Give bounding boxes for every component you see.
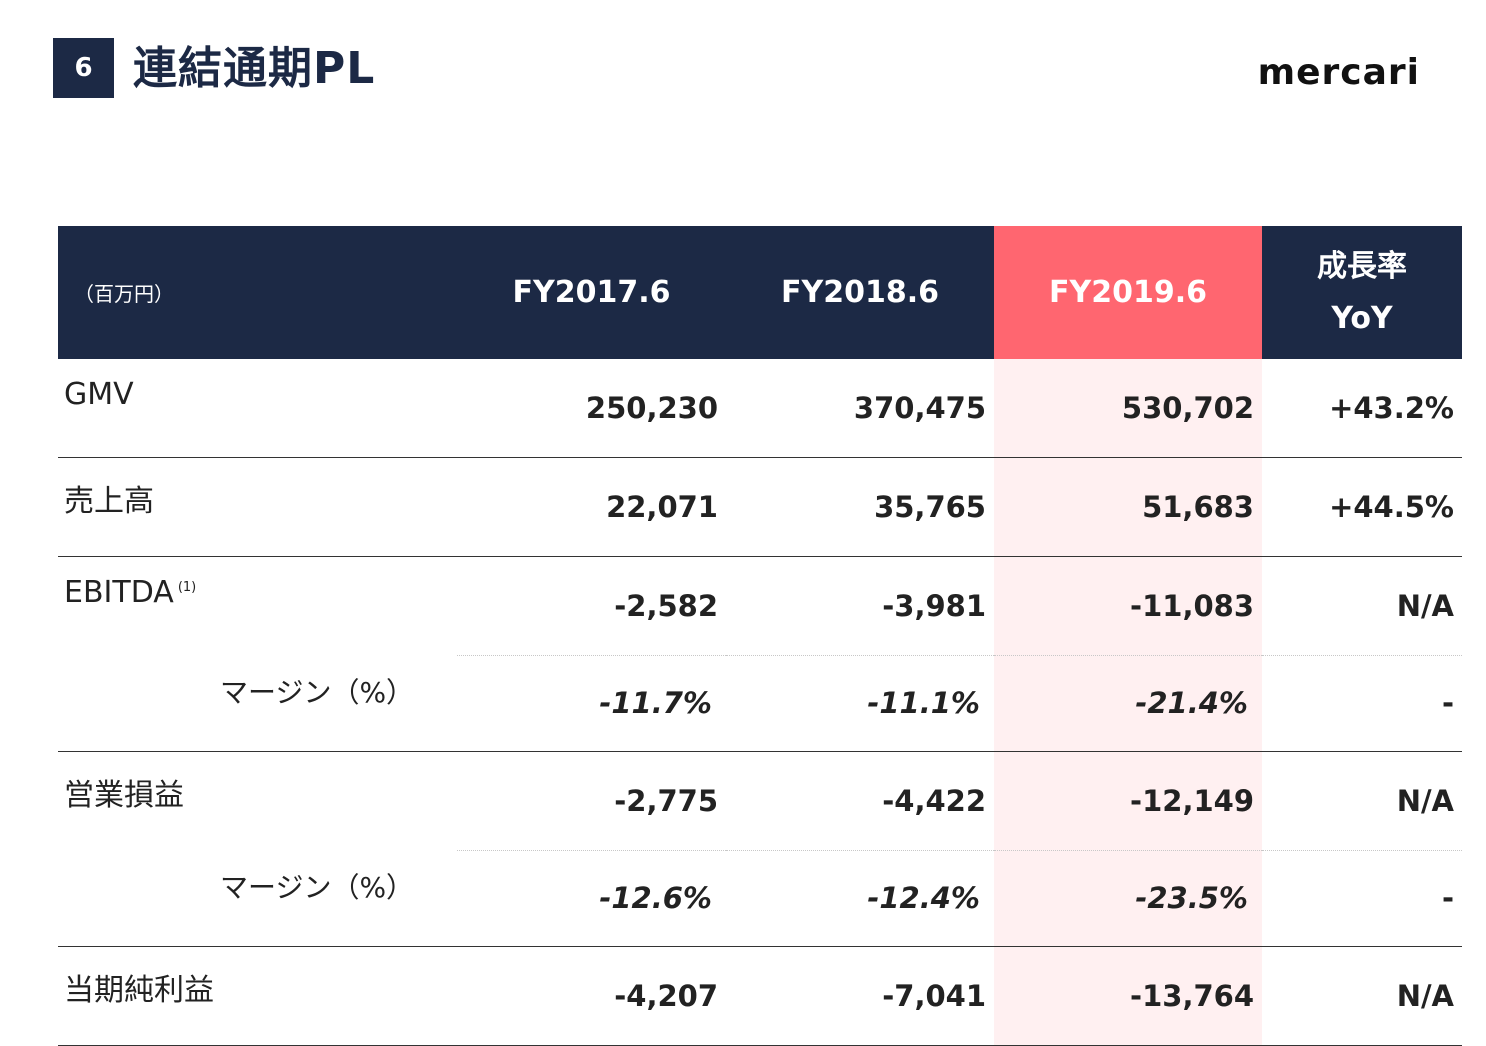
cell-fy2019: -23.5% — [994, 850, 1262, 947]
cell-fy2019: -13,764 — [994, 946, 1262, 1046]
cell-yoy: - — [1262, 850, 1462, 947]
page-number-badge: 6 — [53, 38, 114, 98]
cell-yoy: N/A — [1262, 751, 1462, 851]
row-label: 営業損益 — [64, 778, 184, 813]
cell-yoy: - — [1262, 655, 1462, 752]
cell-fy2019: 51,683 — [994, 457, 1262, 557]
row-label: GMV — [58, 359, 457, 458]
cell-yoy: N/A — [1262, 556, 1462, 656]
yoy-label-line1: 成長率 — [1317, 248, 1407, 284]
row-label: 当期純利益 — [58, 946, 457, 1046]
cell-fy2019: -11,083 — [994, 556, 1262, 656]
footnote-marker: (1) — [177, 580, 197, 595]
cell-fy2018: 35,765 — [726, 457, 994, 557]
cell-yoy: +43.2% — [1262, 359, 1462, 458]
column-header-yoy: 成長率 YoY — [1262, 226, 1462, 359]
row-label: 売上高 — [58, 457, 457, 557]
table-row-operating-income: 営業損益 -2,775 -4,422 -12,149 N/A — [58, 751, 1462, 851]
cell-fy2017: -4,207 — [457, 946, 726, 1046]
cell-fy2018: -12.4% — [726, 850, 994, 947]
table-row-operating-margin: マージン（%） -12.6% -12.4% -23.5% - — [58, 850, 1462, 947]
table-row-ebitda: EBITDA (1) -2,582 -3,981 -11,083 N/A — [58, 556, 1462, 656]
cell-fy2017: 22,071 — [457, 457, 726, 557]
yoy-label-line2: YoY — [1331, 300, 1393, 336]
cell-fy2019: 530,702 — [994, 359, 1262, 458]
table-header-row: （百万円） FY2017.6 FY2018.6 FY2019.6 成長率 YoY — [58, 226, 1462, 359]
cell-yoy: +44.5% — [1262, 457, 1462, 557]
table-row-gmv: GMV 250,230 370,475 530,702 +43.2% — [58, 359, 1462, 458]
column-header-fy2018: FY2018.6 — [726, 226, 994, 359]
cell-fy2017: -2,582 — [457, 556, 726, 656]
mercari-logo: mercari — [1257, 52, 1420, 93]
cell-fy2017: 250,230 — [457, 359, 726, 458]
table-row-ebitda-margin: マージン（%） -11.7% -11.1% -21.4% - — [58, 655, 1462, 752]
table-row-revenue: 売上高 22,071 35,765 51,683 +44.5% — [58, 457, 1462, 557]
cell-fy2017: -2,775 — [457, 751, 726, 851]
row-label: マージン（%） — [58, 850, 457, 947]
column-header-fy2017: FY2017.6 — [457, 226, 726, 359]
cell-fy2018: -3,981 — [726, 556, 994, 656]
column-header-fy2019: FY2019.6 — [994, 226, 1262, 359]
cell-fy2018: -11.1% — [726, 655, 994, 752]
cell-fy2019: -21.4% — [994, 655, 1262, 752]
row-label: マージン（%） — [58, 655, 457, 752]
row-label: EBITDA (1) — [58, 557, 457, 656]
table-row-net-income: 当期純利益 -4,207 -7,041 -13,764 N/A — [58, 946, 1462, 1046]
cell-yoy: N/A — [1262, 946, 1462, 1046]
cell-fy2019: -12,149 — [994, 751, 1262, 851]
page-title: 連結通期PL — [133, 43, 376, 94]
consolidated-pl-table: （百万円） FY2017.6 FY2018.6 FY2019.6 成長率 YoY… — [58, 226, 1462, 1046]
cell-fy2017: -11.7% — [457, 655, 726, 752]
cell-fy2018: -4,422 — [726, 751, 994, 851]
cell-fy2017: -12.6% — [457, 850, 726, 947]
cell-fy2018: -7,041 — [726, 946, 994, 1046]
row-label-text: EBITDA — [64, 575, 174, 610]
cell-fy2018: 370,475 — [726, 359, 994, 458]
unit-label: （百万円） — [58, 226, 457, 359]
